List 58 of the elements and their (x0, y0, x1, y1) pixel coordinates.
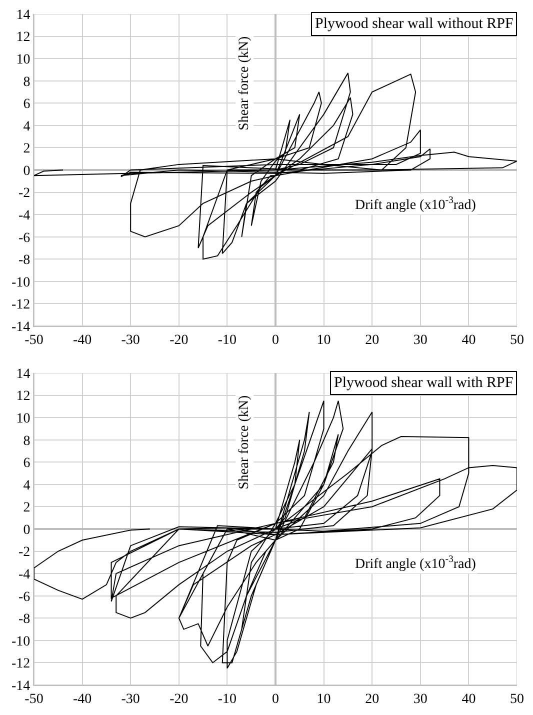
x-tick-label: 50 (510, 692, 524, 707)
y-tick-label: 0 (23, 164, 30, 179)
y-tick-label: 14 (16, 366, 30, 382)
y-tick-label: -12 (12, 298, 30, 313)
y-tick-label: -12 (12, 656, 30, 672)
chart-title: Plywood shear wall with RPF (334, 375, 514, 391)
x-tick-label: -40 (72, 332, 92, 348)
x-tick-label: 30 (413, 332, 428, 348)
y-tick-label: -10 (12, 634, 30, 650)
y-tick-label: 0 (23, 522, 30, 538)
x-tick-label: -30 (121, 692, 140, 707)
y-tick-label: 6 (23, 456, 30, 472)
x-tick-label: -20 (170, 692, 188, 707)
x-tick-label: -40 (72, 692, 92, 707)
x-tick-label: -50 (24, 332, 44, 348)
x-tick-label: 0 (272, 692, 279, 707)
y-tick-label: 8 (23, 434, 30, 449)
x-tick-label: 0 (272, 332, 279, 348)
x-tick-label: 40 (462, 332, 476, 348)
y-tick-label: -8 (18, 253, 30, 268)
chart-title: Plywood shear wall without RPF (315, 16, 514, 32)
x-axis-title: Drift angle (x10$^{-3}$rad) (355, 195, 476, 213)
x-tick-label: 10 (316, 692, 331, 707)
y-tick-label: 8 (23, 74, 30, 90)
x-tick-label: 40 (462, 692, 476, 707)
x-tick-label: 10 (316, 332, 331, 348)
y-axis-title: Shear force (kN) (237, 394, 252, 490)
y-tick-label: 10 (16, 52, 30, 68)
y-tick-label: -14 (12, 320, 30, 335)
y-tick-label: 12 (16, 389, 30, 404)
y-tick-label: -2 (18, 186, 30, 202)
x-tick-label: -10 (218, 332, 237, 348)
y-tick-label: -6 (18, 230, 30, 246)
y-tick-label: 10 (16, 411, 30, 426)
y-tick-label: 2 (23, 142, 30, 157)
y-tick-label: -10 (12, 275, 30, 290)
y-tick-label: -4 (18, 567, 30, 582)
y-tick-label: -4 (18, 208, 30, 224)
x-tick-label: -20 (170, 332, 188, 348)
y-tick-label: 6 (23, 97, 30, 112)
y-tick-label: 2 (23, 500, 30, 516)
y-tick-label: -8 (18, 612, 30, 628)
y-tick-label: 4 (23, 478, 30, 494)
y-tick-label: -2 (18, 545, 30, 560)
x-tick-label: 20 (365, 692, 380, 707)
x-axis-title: Drift angle (x10$^{-3}$rad) (355, 554, 476, 572)
y-tick-label: -14 (12, 678, 30, 694)
y-axis-title: Shear force (kN) (237, 36, 252, 130)
y-tick-label: -6 (18, 590, 30, 605)
y-tick-label: 14 (16, 8, 30, 23)
x-tick-label: -30 (121, 332, 140, 348)
x-tick-label: 20 (365, 332, 380, 348)
x-tick-label: 50 (510, 332, 524, 348)
x-tick-label: 30 (413, 692, 428, 707)
y-tick-label: 4 (23, 119, 30, 134)
x-tick-label: -10 (218, 692, 237, 707)
y-tick-label: 12 (16, 30, 30, 46)
x-tick-label: -50 (24, 692, 44, 707)
